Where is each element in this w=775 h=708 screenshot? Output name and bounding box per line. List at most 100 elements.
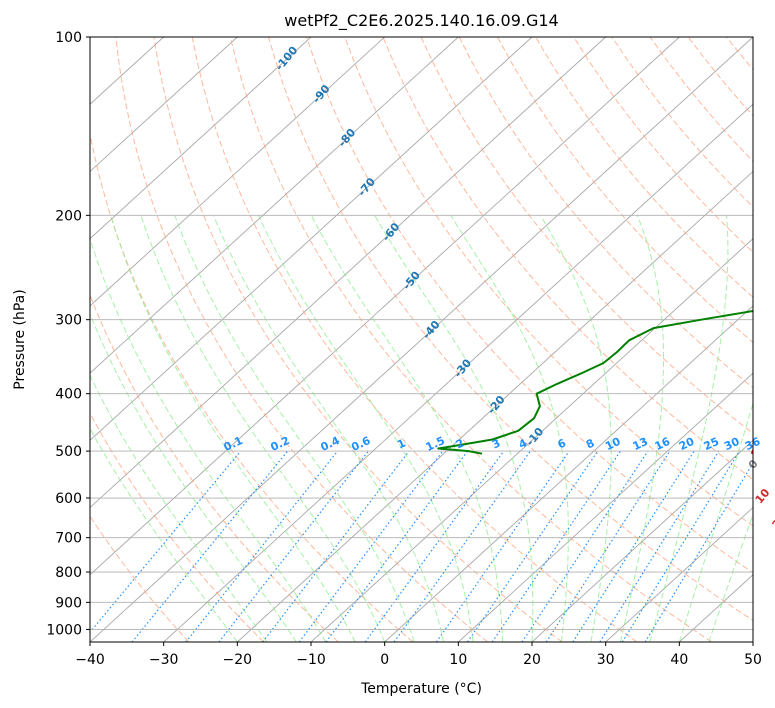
moist-adiabat-line <box>90 236 327 642</box>
dry-adiabat-line <box>90 515 190 642</box>
dry-adiabat-line <box>90 131 414 642</box>
isotherm-line <box>163 103 753 642</box>
moist-adiabat-line <box>140 215 386 642</box>
mixing-ratio-label: 10 <box>603 435 623 453</box>
mixing-ratio-line <box>621 450 740 642</box>
isotherm-line <box>90 37 459 374</box>
plot-frame <box>89 36 754 643</box>
mixing-ratio-line <box>572 450 695 642</box>
isotherm-line <box>605 506 753 642</box>
moist-adiabat-line <box>374 215 534 642</box>
dry-adiabat-line <box>115 37 488 642</box>
moist-adiabat-line <box>649 215 729 642</box>
dry-adiabat-line <box>90 293 339 642</box>
x-tick-label: 30 <box>597 652 615 668</box>
isotherm-line <box>90 37 312 240</box>
isotherm-line <box>90 37 533 441</box>
x-tick-label: 0 <box>380 652 389 668</box>
isotherm-line <box>90 37 385 307</box>
moist-adiabat-line <box>257 215 474 642</box>
x-tick-label: −20 <box>223 652 253 668</box>
mixing-ratio-label: 8 <box>584 436 596 451</box>
dry-adiabat-line <box>765 37 775 642</box>
x-tick-label: 40 <box>670 652 688 668</box>
dry-adiabat-line <box>229 37 712 642</box>
mixing-ratio-label: 13 <box>631 435 650 453</box>
mixing-ratio-label: 30 <box>722 435 742 453</box>
y-axis: 1000 900 800 700 600 500 400 300 200 100 <box>46 30 90 638</box>
moist-adiabat-line <box>678 401 753 642</box>
moist-adiabat-line <box>708 513 753 642</box>
dry-adiabat-line <box>496 37 753 344</box>
dry-adiabat-line <box>191 37 638 642</box>
mixing-ratio-line <box>185 450 339 642</box>
mixing-ratio-line <box>491 450 621 642</box>
y-tick-label: 800 <box>55 565 82 581</box>
isotherm-line <box>237 170 753 642</box>
chart-title: wetPf2_C2E6.2025.140.16.09.G14 <box>284 11 558 31</box>
x-tick-label: 10 <box>449 652 467 668</box>
mixing-ratio-line <box>131 450 289 642</box>
mixing-ratio-line <box>435 450 570 642</box>
dry-adiabat-line <box>90 412 264 642</box>
mixing-ratio-line <box>325 450 469 642</box>
mixing-ratio-line <box>298 450 444 642</box>
x-tick-label: −40 <box>75 652 105 668</box>
moist-adiabat-line <box>450 215 569 642</box>
dry-adiabat-label: -100 <box>273 44 301 74</box>
mixing-ratio-line <box>599 450 720 642</box>
moist-adiabat-label: 20 <box>770 511 775 531</box>
mixing-ratio-line <box>90 450 242 634</box>
mixing-ratio-line <box>262 450 410 642</box>
moist-adiabat-line <box>619 215 664 642</box>
y-tick-label: 700 <box>55 531 82 547</box>
dry-adiabat-line <box>687 37 753 117</box>
mixing-ratio-label: 6 <box>555 436 568 451</box>
mixing-ratio-line <box>644 461 753 642</box>
mixing-ratio-line <box>393 450 531 642</box>
y-tick-label: 100 <box>55 30 82 46</box>
isotherm-line <box>752 641 753 642</box>
moist-adiabat-line <box>90 312 297 642</box>
isotherm-line <box>384 305 753 642</box>
y-tick-label: 300 <box>55 313 82 329</box>
isotherm-line <box>531 439 753 642</box>
mixing-ratio-label: 3 <box>490 436 502 451</box>
isotherm-line <box>90 37 680 576</box>
y-tick-label: 200 <box>55 208 82 224</box>
y-axis-title: Pressure (hPa) <box>12 289 28 389</box>
moist-adiabat-line <box>90 374 268 642</box>
dry-adiabat-line <box>344 37 753 527</box>
mixing-ratio-label: 1 <box>395 436 407 451</box>
moist-adiabat-line <box>213 215 445 642</box>
mixing-ratio-label: 20 <box>677 435 697 453</box>
mixing-ratio-line <box>364 450 505 642</box>
isotherm-line <box>90 37 753 642</box>
x-axis: −40 −30 −20 −10 0 10 20 30 40 50 <box>75 642 762 668</box>
x-axis-title: Temperature (°C) <box>360 681 482 697</box>
dry-adiabat-line <box>649 37 753 163</box>
dry-adiabat-line <box>611 37 753 208</box>
profile-series <box>437 309 753 455</box>
moist-adiabat-label: 10 <box>753 486 773 506</box>
isotherm-line <box>90 37 606 509</box>
x-tick-label: −30 <box>149 652 179 668</box>
dewpoint-profile-line <box>437 309 753 455</box>
isotherm-line <box>90 37 238 173</box>
x-tick-label: −10 <box>296 652 326 668</box>
plot-background <box>90 37 775 642</box>
dry-adiabat-line <box>268 37 753 622</box>
moist-adiabat-line <box>310 215 503 642</box>
dry-adiabat-line <box>306 37 753 574</box>
dry-adiabat-line <box>726 37 753 71</box>
moist-adiabat-line <box>110 215 356 642</box>
y-tick-label: 1000 <box>46 622 82 638</box>
mixing-ratio-line <box>467 450 599 642</box>
x-tick-label: 20 <box>523 652 541 668</box>
moist-adiabat-line <box>174 215 415 642</box>
isotherm-line <box>458 372 753 642</box>
mixing-ratio-label: 16 <box>653 435 673 453</box>
y-tick-label: 600 <box>55 491 82 507</box>
dry-adiabat-line <box>458 37 753 389</box>
